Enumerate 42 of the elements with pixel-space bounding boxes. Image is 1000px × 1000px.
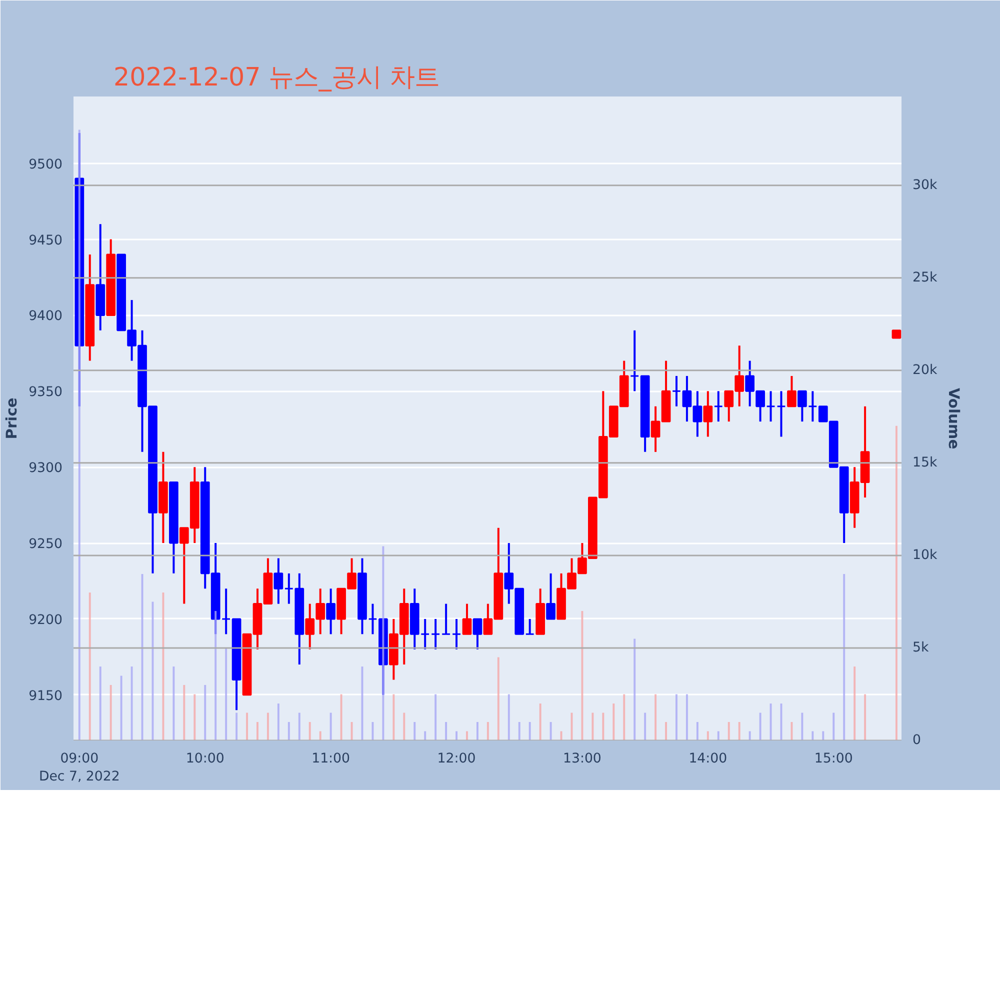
y-tick-label: 9300 [28, 461, 63, 476]
candlestick [630, 329, 640, 392]
candlestick [787, 374, 796, 408]
y2-tick-label: 10k [912, 548, 938, 563]
candlestick [714, 390, 724, 423]
y2-axis-title: Volume [945, 388, 962, 450]
candlestick [546, 572, 556, 620]
y2-tick-label: 25k [912, 270, 938, 286]
candlestick [525, 618, 535, 636]
x-tick-label: 10:00 [186, 752, 224, 766]
candlestick [703, 390, 713, 438]
y-tick-label: 9150 [28, 688, 63, 704]
x-tick-label: 09:00 Dec 7, 2022 [38, 752, 120, 784]
y2-tick-label: 30k [912, 178, 938, 193]
y2-tick-label: 5k [912, 640, 929, 656]
y2-tick-label: 15k [912, 455, 938, 470]
y-tick-label: 9400 [28, 309, 63, 324]
y-tick-label: 9250 [28, 537, 63, 552]
y-tick-label: 9200 [28, 612, 63, 628]
candlestick [766, 390, 776, 423]
y2-tick-label: 0 [912, 733, 921, 748]
candlestick [452, 618, 462, 650]
y-tick-label: 9500 [28, 157, 63, 172]
candlestick [776, 390, 786, 438]
y-tick-label: 9350 [28, 385, 63, 400]
x-tick-label: 15:00 [814, 752, 853, 766]
candlestick [672, 374, 682, 408]
x-tick-label: 13:00 [563, 752, 602, 766]
candlestick [326, 588, 336, 636]
candlestick [274, 557, 284, 605]
x-tick-label: 14:00 [688, 752, 728, 766]
candlestick [441, 602, 451, 636]
y-tick-label: 9450 [28, 233, 63, 248]
candlestick [462, 602, 472, 636]
x-tick-label: 12:00 [437, 752, 476, 766]
x-tick-label: 11:00 [312, 752, 350, 766]
candlestick [472, 618, 482, 650]
candlestick [368, 602, 378, 636]
y2-tick-label: 20k [912, 362, 938, 378]
chart-title: 2022-12-07 뉴스_공시 차트 [114, 62, 440, 92]
candlestick [430, 618, 440, 650]
y-axis-title: Price [4, 398, 21, 440]
